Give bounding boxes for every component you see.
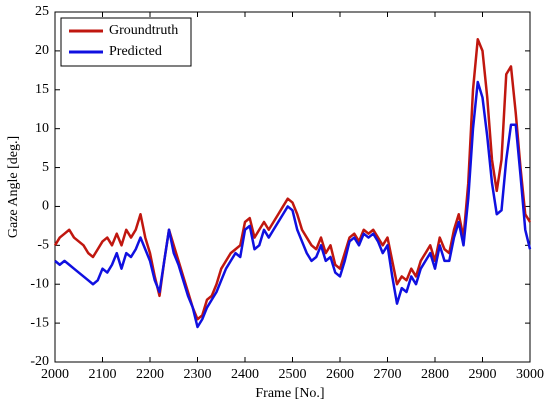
x-tick-label: 2600 — [326, 367, 354, 382]
y-tick-label: -5 — [37, 238, 49, 253]
y-tick-label: -15 — [30, 315, 49, 330]
x-tick-label: 2000 — [41, 367, 69, 382]
x-tick-label: 2500 — [279, 367, 307, 382]
legend-label: Predicted — [109, 44, 162, 59]
y-tick-label: 25 — [35, 4, 49, 19]
x-tick-label: 2800 — [421, 367, 449, 382]
y-tick-label: 15 — [35, 82, 49, 97]
y-axis-label: Gaze Angle [deg.] — [6, 136, 21, 238]
x-tick-label: 2100 — [89, 367, 117, 382]
series-line — [53, 37, 532, 321]
legend-box — [60, 17, 192, 67]
y-tick-label: 5 — [42, 160, 49, 175]
y-tick-label: -20 — [30, 354, 49, 369]
plot-frame — [54, 11, 531, 363]
x-tick-label: 2900 — [469, 367, 497, 382]
legend-label: Groundtruth — [109, 23, 178, 38]
x-tick-label: 2300 — [184, 367, 212, 382]
y-tick-label: -10 — [30, 276, 49, 291]
x-axis-label: Frame [No.] — [255, 386, 324, 401]
x-tick-label: 2400 — [231, 367, 259, 382]
y-tick-label: 0 — [42, 199, 49, 214]
y-tick-label: 10 — [35, 121, 49, 136]
x-tick-label: 2200 — [136, 367, 164, 382]
series-line — [54, 80, 532, 329]
x-tick-label: 2700 — [374, 367, 402, 382]
x-tick-label: 3000 — [516, 367, 544, 382]
y-tick-label: 20 — [35, 43, 49, 58]
